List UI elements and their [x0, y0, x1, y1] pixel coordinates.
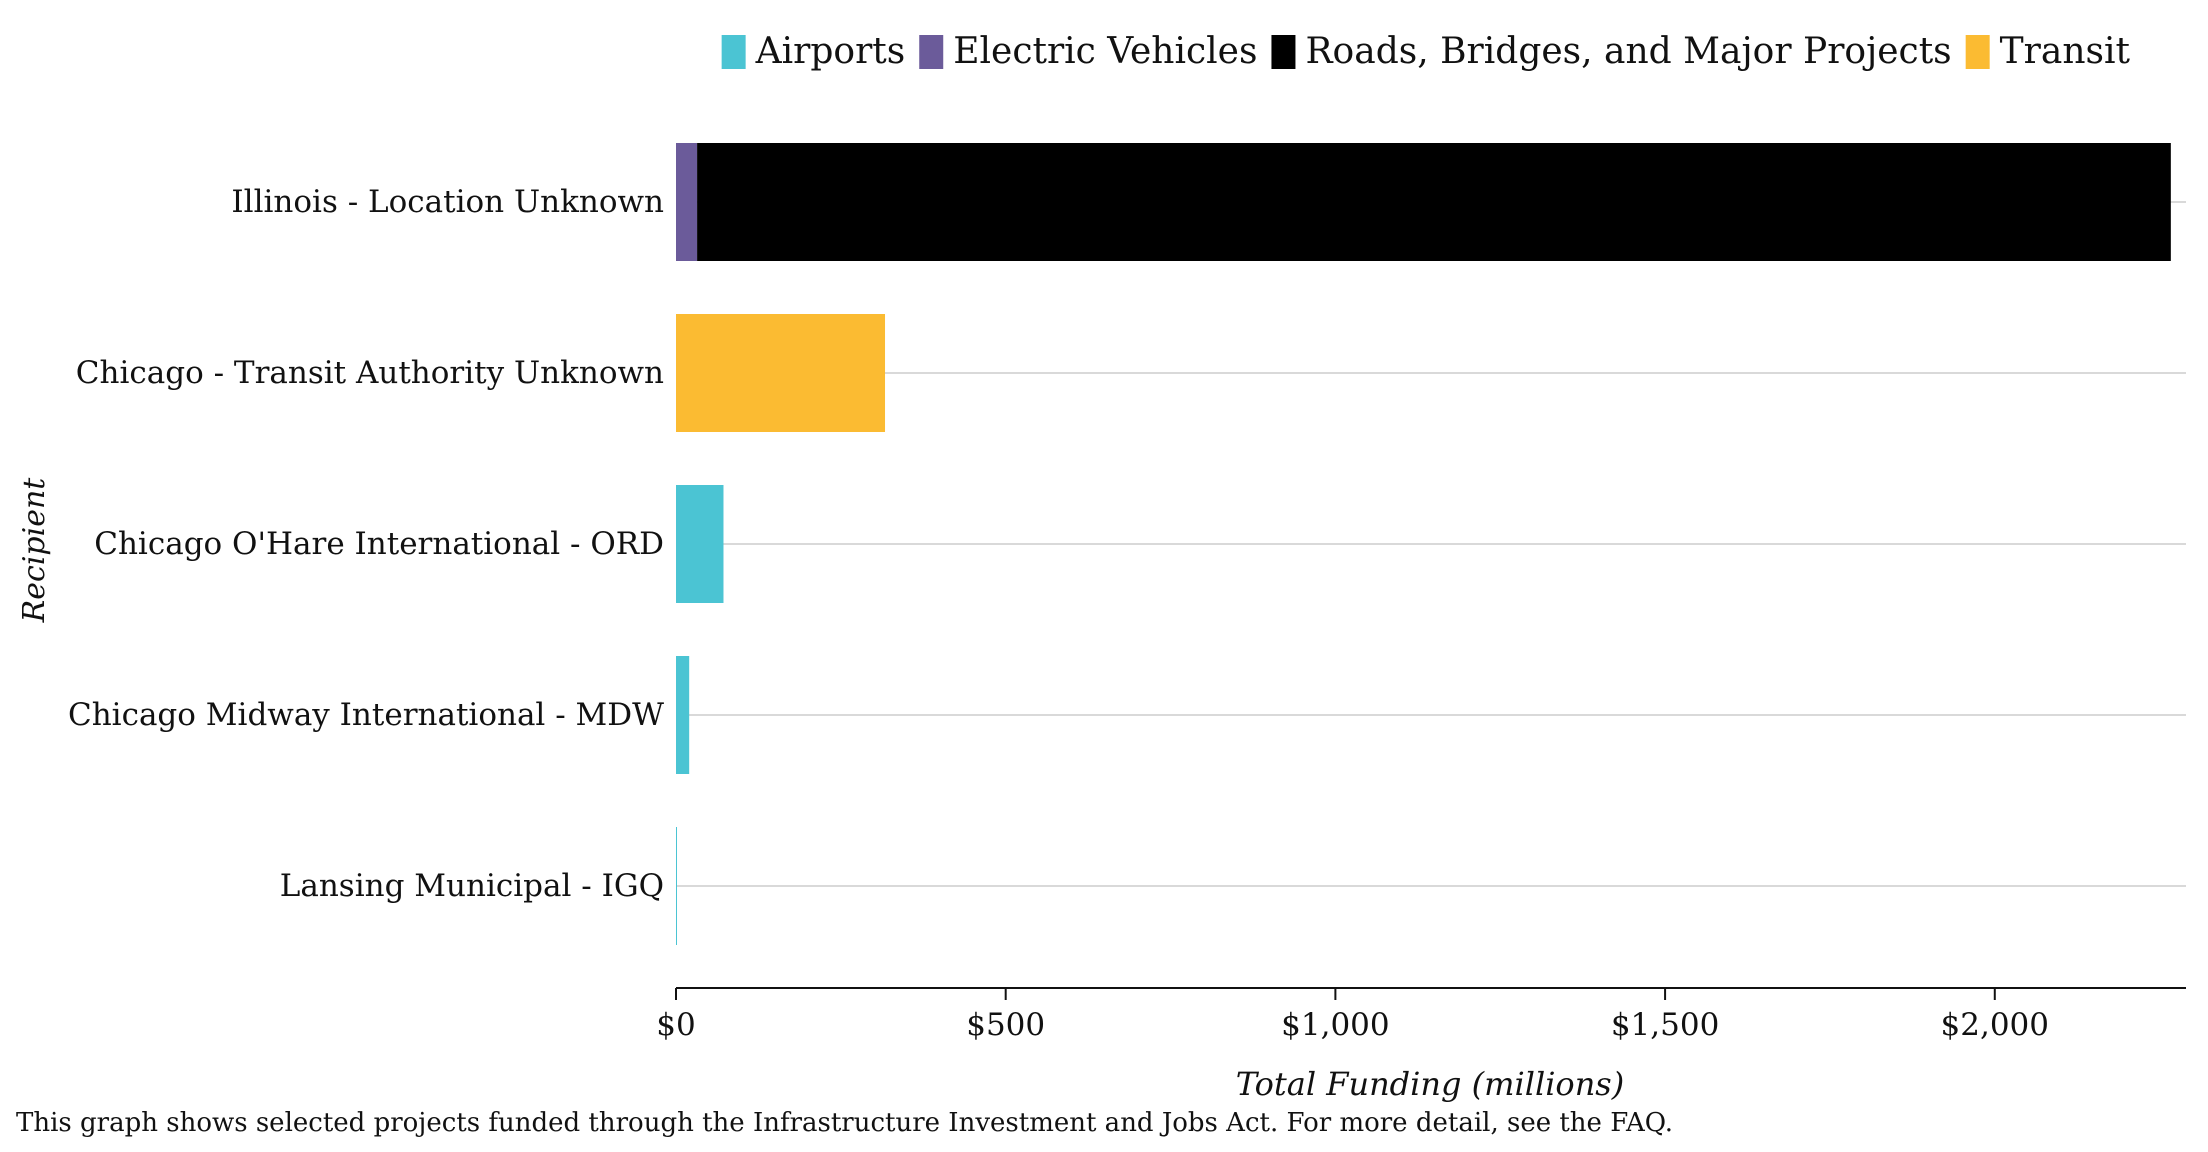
chart-caption: This graph shows selected projects funde… [16, 1108, 1674, 1138]
x-axis: $0 $500 $1,000 $1,500 $2,000 [656, 987, 2186, 1043]
x-tick-label: $1,000 [1281, 1007, 1389, 1043]
legend-label: Electric Vehicles [953, 31, 1257, 72]
y-tick-label: Illinois - Location Unknown [231, 184, 664, 220]
legend: Airports Electric Vehicles Roads, Bridges,… [721, 31, 2131, 72]
legend-item-roads-bridges-and-major-projects: Roads, Bridges, and Major Projects [1271, 31, 1952, 72]
bar-airports [676, 656, 690, 774]
y-tick-label: Chicago Midway International - MDW [68, 697, 664, 733]
y-tick-label: Lansing Municipal - IGQ [280, 868, 664, 904]
x-axis-title: Total Funding (millions) [1236, 1065, 1624, 1103]
x-tick-label: $0 [656, 1007, 695, 1043]
legend-item-electric-vehicles: Electric Vehicles [919, 31, 1257, 72]
y-axis-title: Recipient [17, 477, 52, 624]
bar-airports [676, 827, 677, 945]
legend-swatch [1271, 35, 1296, 69]
y-tick-label: Chicago - Transit Authority Unknown [76, 355, 664, 391]
legend-swatch [721, 35, 746, 69]
bars [676, 143, 2171, 945]
x-tick-label: $500 [966, 1007, 1045, 1043]
y-axis-labels: Illinois - Location Unknown Chicago - Tra… [68, 184, 664, 904]
legend-swatch [919, 35, 944, 69]
gridlines [676, 201, 2186, 887]
bar-airports [676, 485, 724, 603]
y-tick-label: Chicago O'Hare International - ORD [94, 526, 664, 562]
legend-label: Roads, Bridges, and Major Projects [1305, 31, 1951, 72]
x-tick-label: $2,000 [1941, 1007, 2049, 1043]
bar-electric-vehicles [676, 143, 698, 261]
x-tick-label: $1,500 [1611, 1007, 1719, 1043]
legend-label: Transit [2000, 31, 2131, 72]
bar-roads-bridges-and-major-projects [697, 143, 2171, 261]
legend-label: Airports [755, 31, 906, 72]
legend-swatch [1965, 35, 1990, 69]
legend-item-transit: Transit [1965, 31, 2131, 72]
legend-item-airports: Airports [721, 31, 906, 72]
bar-transit [676, 314, 886, 432]
